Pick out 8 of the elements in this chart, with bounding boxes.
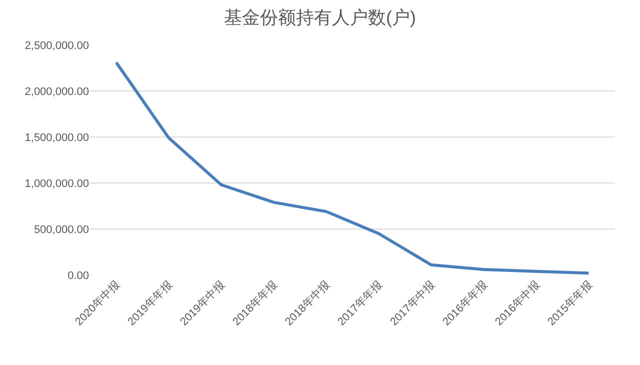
y-tick-label: 1,000,000.00 [24, 178, 89, 190]
y-tick-label: 2,000,000.00 [24, 86, 89, 98]
y-tick-label: 500,000.00 [34, 224, 89, 236]
y-tick-label: 0.00 [68, 270, 89, 282]
y-tick-label: 2,500,000.00 [24, 40, 89, 52]
line-series [114, 60, 590, 275]
chart-title: 基金份额持有人户数(户) [224, 8, 416, 28]
y-tick-label: 1,500,000.00 [24, 132, 89, 144]
